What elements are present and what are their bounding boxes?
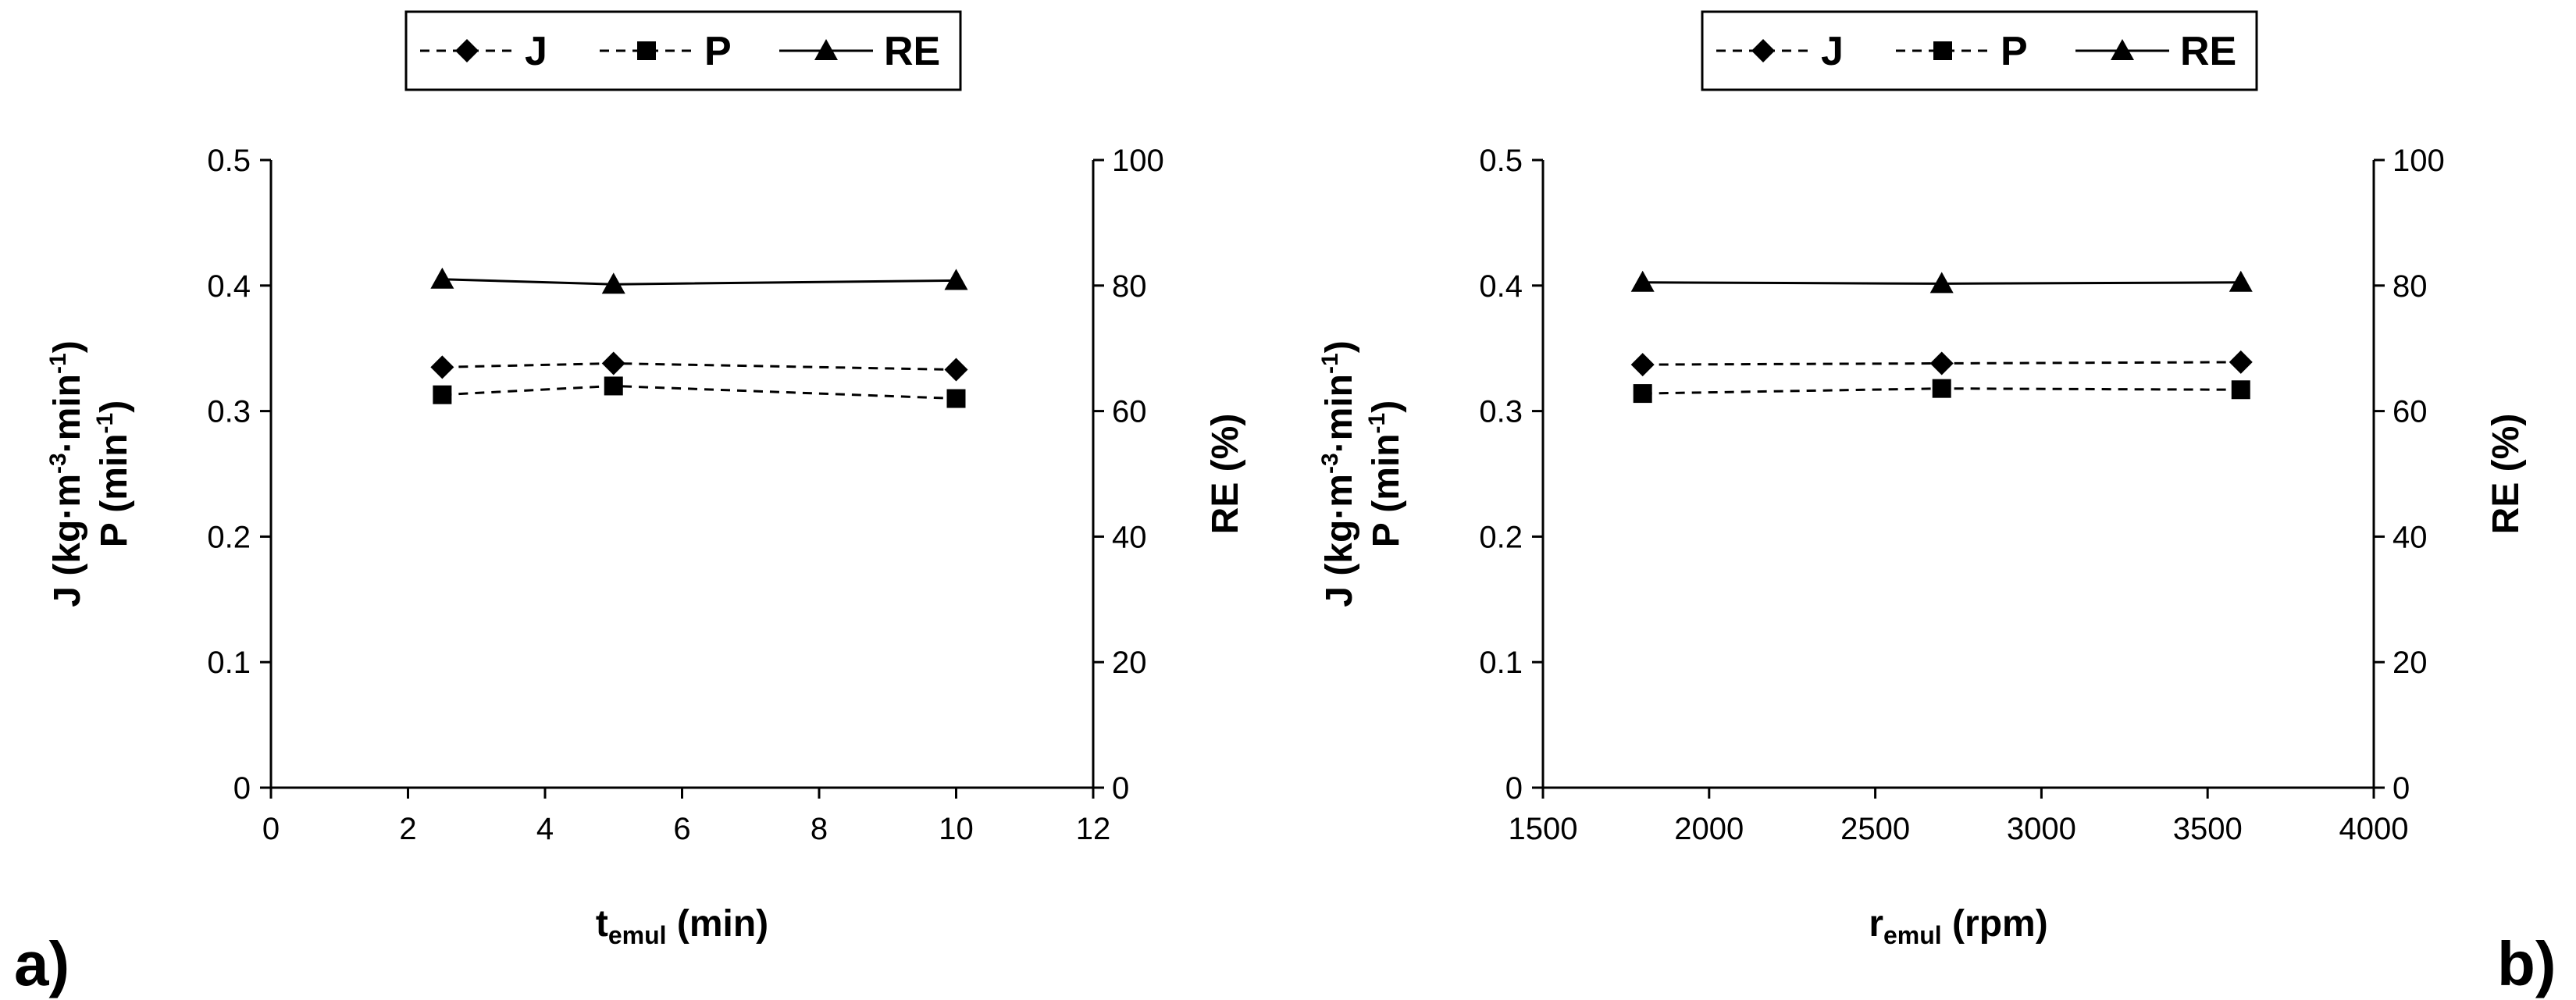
chart-panel-a: 0 2 4 6 8 10 1200.10.20.30.40.5020406080100tem… [14,10,1246,998]
series-re [430,267,968,294]
y-left-tick-label: 0.5 [207,144,251,178]
y-right-label: RE (%) [2485,414,2527,535]
y-left-tick-label: 0.1 [207,646,251,680]
legend-label-re: RE [2180,29,2236,74]
legend: J P RE [404,10,962,91]
x-tick-label: 3000 [2007,812,2076,846]
y-left-tick-label: 0.3 [1479,395,1523,429]
data-point-re-triangle [601,272,625,294]
y-left-tick-label: 0.4 [1479,269,1523,304]
legend-marker-j [455,39,479,62]
data-point-j-diamond [430,355,454,379]
series-j [1630,350,2253,377]
y-left-label-j: J (kg·m-3·min-1) [1317,340,1360,607]
x-tick-label: 6 [673,812,690,846]
x-tick-label: 8 [811,812,828,846]
y-left-tick-label: 0 [233,771,251,806]
data-point-re-triangle [1929,272,1954,294]
y-left-tick-label: 0.4 [207,269,251,304]
data-point-p-square [1932,379,1951,398]
chart-panel-b: 1500 2000 2500 3000 3500 4000 0 0.1 0.2 0.3 0.4 0.5… [1317,10,2556,998]
legend-label-p: P [704,29,732,74]
legend-marker-p [1933,41,1952,60]
y-left-tick-label: 0.2 [1479,520,1523,554]
y-left-label-j: J (kg·m-3·min-1) [45,340,88,607]
data-point-j-diamond [1630,353,1655,377]
x-tick-label: 2000 [1674,812,1744,846]
series-j [430,351,968,382]
series-p [1633,379,2250,404]
y-right-tick-label: 100 [1112,144,1164,178]
data-point-p-square [946,389,966,408]
y-left-label-p: P (min-1) [1364,400,1407,547]
x-tick-label: 4000 [2339,812,2409,846]
x-tick-label: 1500 [1509,812,1578,846]
data-point-j-diamond [944,358,968,382]
data-point-j-diamond [1929,351,1954,375]
x-axis-label: temul (min) [596,903,768,949]
legend-label-re: RE [884,29,940,74]
x-tick-label: 2500 [1840,812,1910,846]
data-point-re-triangle [1630,270,1655,292]
legend-marker-p [637,41,656,60]
data-point-j-diamond [601,351,625,375]
series-line-re [442,278,957,286]
x-tick-label: 0 [262,812,280,846]
legend-marker-re [814,39,838,60]
y-right-tick-label: 80 [1112,269,1147,304]
y-left-tick-label: 0.2 [207,520,251,554]
legend-label-j: J [525,29,547,74]
series-p [433,376,966,408]
y-right-tick-label: 80 [2393,269,2428,304]
data-point-re-triangle [944,269,968,290]
data-point-j-diamond [2229,350,2253,374]
y-right-tick-label: 60 [1112,395,1147,429]
data-point-re-triangle [430,267,454,289]
x-tick-label: 4 [536,812,554,846]
y-right-label: RE (%) [1205,414,1246,535]
x-tick-label: 3500 [2173,812,2243,846]
y-right-tick-label: 20 [2393,646,2428,680]
panel-label: a) [14,929,69,998]
series-re [1630,270,2253,294]
y-left-tick-label: 0.1 [1479,646,1523,680]
data-point-p-square [433,385,452,404]
axes: 1500 2000 2500 3000 3500 4000 0 0.1 0.2 0.3 0.4 0.5… [1479,144,2444,846]
y-right-tick-label: 40 [2393,520,2428,554]
legend-marker-j [1751,39,1775,62]
y-right-tick-label: 0 [1112,771,1129,806]
data-point-p-square [2231,380,2250,400]
panel-label: b) [2497,929,2556,998]
y-right-tick-label: 100 [2393,144,2445,178]
y-left-tick-label: 0 [1505,771,1523,806]
data-point-re-triangle [2229,270,2253,292]
y-left-label-p: P (min-1) [92,400,135,547]
y-right-tick-label: 40 [1112,520,1147,554]
y-left-tick-label: 0.5 [1479,144,1523,178]
data-point-p-square [604,376,623,396]
y-right-tick-label: 0 [2393,771,2410,806]
x-tick-label: 12 [1076,812,1111,846]
x-tick-label: 2 [399,812,416,846]
legend-label-p: P [2001,29,2028,74]
y-right-tick-label: 20 [1112,646,1147,680]
legend: J P RE [1701,10,2258,91]
y-right-tick-label: 60 [2393,395,2428,429]
series-line-j [442,361,957,372]
legend-label-j: J [1821,29,1844,74]
x-axis-label: remul (rpm) [1869,903,2047,949]
legend-marker-re [2111,39,2134,60]
data-point-p-square [1633,384,1652,404]
series-line-p [442,384,957,400]
x-tick-label: 10 [939,812,974,846]
y-left-tick-label: 0.3 [207,395,251,429]
